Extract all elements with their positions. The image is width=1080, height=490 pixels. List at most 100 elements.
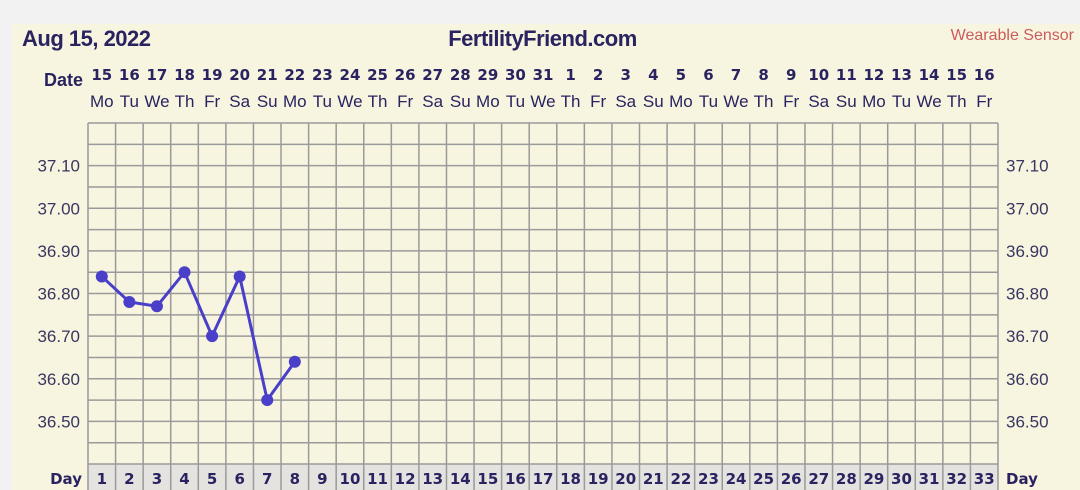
- weekday-label: Tu: [506, 92, 525, 111]
- day-number: 7: [262, 470, 272, 488]
- day-number: 1: [97, 470, 107, 488]
- temperature-point: [178, 266, 191, 279]
- y-tick-label-left: 37.10: [37, 157, 80, 176]
- y-tick-label-left: 36.50: [37, 412, 80, 431]
- y-tick-label-right: 37.10: [1006, 157, 1049, 176]
- temperature-point: [233, 270, 246, 283]
- day-number: 27: [808, 470, 829, 488]
- day-number: 4: [179, 470, 189, 488]
- weekday-label: Su: [450, 92, 471, 111]
- day-number: 23: [698, 470, 719, 488]
- date-label: 10: [808, 66, 829, 84]
- weekday-label: Fr: [590, 92, 606, 111]
- y-tick-label-right: 36.50: [1006, 412, 1049, 431]
- date-label: 24: [340, 66, 361, 84]
- weekday-label: Su: [643, 92, 664, 111]
- weekday-label: Tu: [699, 92, 718, 111]
- weekday-label: Th: [175, 92, 195, 111]
- date-label: 15: [91, 66, 112, 84]
- y-tick-label-left: 36.90: [37, 242, 80, 261]
- weekday-label: Th: [561, 92, 581, 111]
- weekday-label: Mo: [476, 92, 500, 111]
- weekday-label: We: [337, 92, 362, 111]
- day-number: 30: [891, 470, 912, 488]
- day-number: 10: [340, 470, 361, 488]
- date-label: 17: [147, 66, 168, 84]
- y-tick-label-right: 36.90: [1006, 242, 1049, 261]
- date-label: 8: [758, 66, 768, 84]
- weekday-label: Fr: [976, 92, 992, 111]
- date-label: 27: [422, 66, 443, 84]
- date-label: 30: [505, 66, 526, 84]
- day-number: 33: [974, 470, 995, 488]
- weekday-label: Sa: [615, 92, 636, 111]
- day-number: 16: [505, 470, 526, 488]
- weekday-label: Fr: [397, 92, 413, 111]
- weekday-label: We: [723, 92, 748, 111]
- temperature-point: [150, 300, 163, 313]
- date-label: 2: [593, 66, 603, 84]
- weekday-label: Tu: [892, 92, 911, 111]
- weekday-label: Sa: [808, 92, 829, 111]
- day-number: 3: [152, 470, 162, 488]
- day-row-background: [88, 464, 998, 490]
- date-label: 29: [477, 66, 498, 84]
- weekday-label: Fr: [783, 92, 799, 111]
- day-number: 20: [615, 470, 636, 488]
- temperature-point: [95, 270, 108, 283]
- day-number: 14: [450, 470, 471, 488]
- y-tick-label-left: 37.00: [37, 199, 80, 218]
- weekday-label: We: [144, 92, 169, 111]
- date-label: 21: [257, 66, 278, 84]
- date-label: 18: [174, 66, 195, 84]
- weekday-label: Th: [368, 92, 388, 111]
- weekday-label: Mo: [669, 92, 693, 111]
- date-row-label: Date: [44, 70, 84, 90]
- day-number: 11: [367, 470, 388, 488]
- day-number: 13: [422, 470, 443, 488]
- date-label: 13: [891, 66, 912, 84]
- day-number: 19: [588, 470, 609, 488]
- day-number: 15: [477, 470, 498, 488]
- temperature-point: [206, 330, 219, 343]
- weekday-label: Fr: [204, 92, 220, 111]
- y-tick-label-right: 36.60: [1006, 370, 1049, 389]
- date-label: 12: [863, 66, 884, 84]
- date-label: 7: [731, 66, 741, 84]
- weekday-label: Su: [257, 92, 278, 111]
- day-number: 21: [643, 470, 664, 488]
- day-number: 17: [533, 470, 554, 488]
- temperature-point: [288, 355, 301, 368]
- date-label: 28: [450, 66, 471, 84]
- date-label: 4: [648, 66, 658, 84]
- site-title: FertilityFriend.com: [448, 26, 637, 51]
- date-label: 23: [312, 66, 333, 84]
- date-label: 26: [395, 66, 416, 84]
- date-label: 3: [621, 66, 631, 84]
- day-number: 5: [207, 470, 217, 488]
- weekday-label: Mo: [862, 92, 886, 111]
- temperature-point: [261, 394, 274, 407]
- day-number: 32: [946, 470, 967, 488]
- y-tick-label-left: 36.70: [37, 327, 80, 346]
- day-row-label-right: Day: [1006, 470, 1038, 488]
- date-label: 25: [367, 66, 388, 84]
- day-number: 25: [753, 470, 774, 488]
- y-tick-label-left: 36.60: [37, 370, 80, 389]
- day-number: 9: [317, 470, 327, 488]
- date-label: 20: [229, 66, 250, 84]
- day-number: 18: [560, 470, 581, 488]
- date-label: 1: [565, 66, 575, 84]
- weekday-label: Sa: [229, 92, 250, 111]
- y-tick-label-right: 37.00: [1006, 199, 1049, 218]
- day-number: 29: [863, 470, 884, 488]
- date-label: 6: [703, 66, 713, 84]
- weekday-label: Tu: [120, 92, 139, 111]
- day-number: 2: [124, 470, 134, 488]
- chart-date: Aug 15, 2022: [22, 26, 151, 51]
- date-label: 9: [786, 66, 796, 84]
- y-tick-label-right: 36.80: [1006, 285, 1049, 304]
- day-row-label: Day: [50, 470, 82, 488]
